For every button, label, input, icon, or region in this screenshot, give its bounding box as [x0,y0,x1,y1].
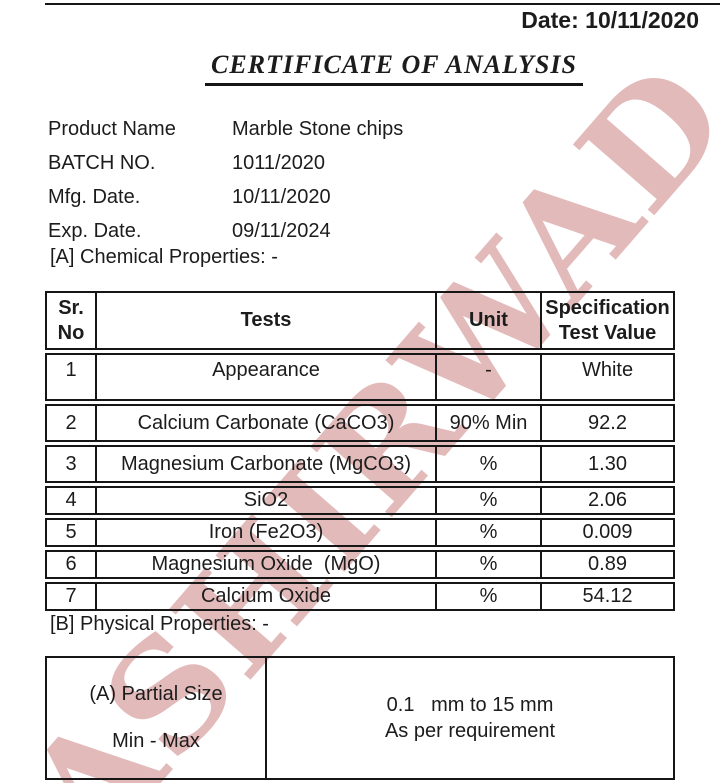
header-cell-unit: Unit [435,293,540,348]
cell-unit: % [435,520,540,545]
physical-value-line1: 0.1 mm to 15 mm [386,693,554,716]
cell-test: Calcium Oxide [95,584,435,609]
meta-label: BATCH NO. [48,152,156,174]
product-meta: Product Name Marble Stone chips BATCH NO… [48,112,403,248]
header-cell-tests: Tests [95,293,435,348]
cell-unit: 90% Min [435,406,540,440]
cell-test: Calcium Carbonate (CaCO3) [95,406,435,440]
cell-value: 0.009 [540,520,673,545]
physical-label-cell: (A) Partial Size Min - Max [47,658,267,778]
cell-test: SiO2 [95,488,435,513]
header-cell-sr-no: Sr. No [57,296,85,344]
meta-value: 1011/2020 [232,152,326,174]
physical-properties-table: (A) Partial Size Min - Max 0.1 mm to 15 … [45,656,675,780]
cell-test: Magnesium Oxide (MgO) [95,552,435,577]
cell-value: 1.30 [540,447,673,481]
meta-row-mfg-date: Mfg. Date. 10/11/2020 [48,180,403,214]
chemical-properties-table: Sr. No Tests Unit Specification Test Val… [45,291,675,611]
cell-test: Magnesium Carbonate (MgCO3) [95,447,435,481]
cell-sr: 4 [65,489,77,511]
meta-label: Mfg. Date. [48,186,141,208]
physical-value-line2: As per requirement [384,719,556,742]
table-row: 3 Magnesium Carbonate (MgCO3) % 1.30 [45,445,675,483]
cell-value: White [540,355,673,399]
physical-value-cell: 0.1 mm to 15 mm As per requirement [267,658,673,778]
meta-row-product-name: Product Name Marble Stone chips [48,112,403,146]
cell-sr: 2 [65,411,77,434]
top-rule [45,3,720,5]
table-header-row: Sr. No Tests Unit Specification Test Val… [45,291,675,350]
cell-unit: % [435,584,540,609]
cell-unit: % [435,552,540,577]
physical-label-line2: Min - Max [112,730,200,752]
table-row: 4 SiO2 % 2.06 [45,486,675,515]
table-row: 7 Calcium Oxide % 54.12 [45,582,675,611]
meta-label: Product Name [48,118,176,140]
section-heading-physical: [B] Physical Properties: - [50,613,269,635]
section-heading-chemical: [A] Chemical Properties: - [50,246,278,268]
cell-sr: 7 [65,585,77,607]
cell-sr: 6 [65,553,77,575]
meta-row-exp-date: Exp. Date. 09/11/2024 [48,214,403,248]
date-line: Date: 10/11/2020 [521,7,699,33]
cell-value: 54.12 [540,584,673,609]
cell-sr: 5 [65,521,77,543]
cell-unit: % [435,447,540,481]
cell-test: Iron (Fe2O3) [95,520,435,545]
meta-value: 09/11/2024 [232,220,331,242]
cell-unit: % [435,488,540,513]
cell-unit: - [435,355,540,399]
table-row: 5 Iron (Fe2O3) % 0.009 [45,518,675,547]
cell-test: Appearance [95,355,435,399]
table-row: 2 Calcium Carbonate (CaCO3) 90% Min 92.2 [45,404,675,442]
meta-value: Marble Stone chips [232,118,404,140]
meta-label: Exp. Date. [48,220,142,242]
table-row: 6 Magnesium Oxide (MgO) % 0.89 [45,550,675,579]
document-title: CERTIFICATE OF ANALYSIS [205,50,583,86]
meta-row-batch-no: BATCH NO. 1011/2020 [48,146,403,180]
header-cell-specification: Specification Test Value [540,293,673,348]
cell-value: 0.89 [540,552,673,577]
meta-value: 10/11/2020 [232,186,331,208]
title-row: CERTIFICATE OF ANALYSIS [0,50,720,86]
table-row: 1 Appearance - White [45,353,675,401]
physical-label-line1: (A) Partial Size [89,683,223,705]
cell-sr: 1 [65,359,77,381]
cell-value: 92.2 [540,406,673,440]
cell-value: 2.06 [540,488,673,513]
cell-sr: 3 [65,452,77,475]
